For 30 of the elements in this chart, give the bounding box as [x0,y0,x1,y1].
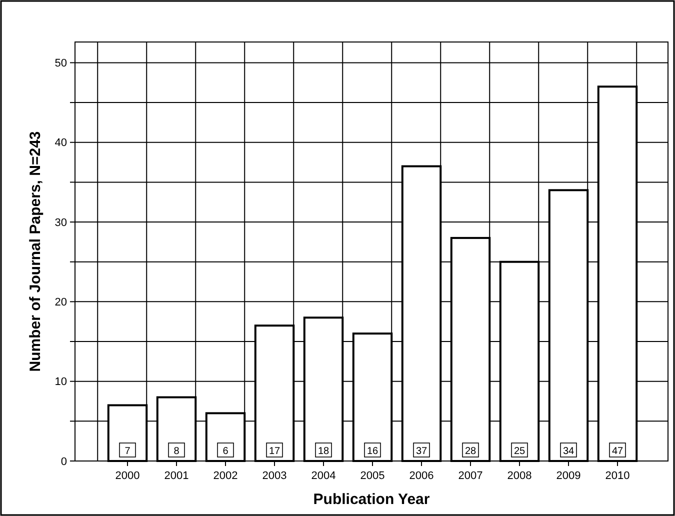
x-tick-label: 2003 [262,470,287,482]
x-tick-label: 2005 [360,470,385,482]
y-tick-label: 40 [54,137,67,150]
data-label: 17 [268,446,280,457]
data-label: 7 [124,446,131,457]
x-tick-label: 2009 [556,470,581,482]
x-tick-label: 2002 [213,470,238,482]
data-label: 25 [514,446,526,457]
y-tick-label: 50 [54,58,67,70]
x-tick-label: 2006 [409,470,434,482]
x-tick-label: 2001 [164,470,189,482]
x-axis-title: Publication Year [313,491,430,508]
data-label: 8 [174,446,180,457]
y-tick-label: 20 [54,296,67,309]
y-tick-label: 30 [54,216,67,229]
x-tick-label: 2010 [605,470,630,482]
data-label: 47 [612,446,624,457]
data-label: 18 [318,446,330,457]
data-label: 34 [562,446,574,457]
x-tick-label: 2004 [311,470,336,482]
x-tick-label: 2007 [458,470,483,482]
data-label: 16 [366,446,378,457]
x-tick-label: 2008 [507,470,532,482]
data-label: 37 [416,446,428,457]
y-tick-label: 0 [60,456,67,468]
x-tick-label: 2000 [115,470,140,482]
data-label: 28 [464,446,476,457]
y-axis-title: Number of Journal Papers, N=243 [27,131,44,372]
data-label: 6 [222,446,229,457]
y-tick-label: 10 [54,376,67,388]
